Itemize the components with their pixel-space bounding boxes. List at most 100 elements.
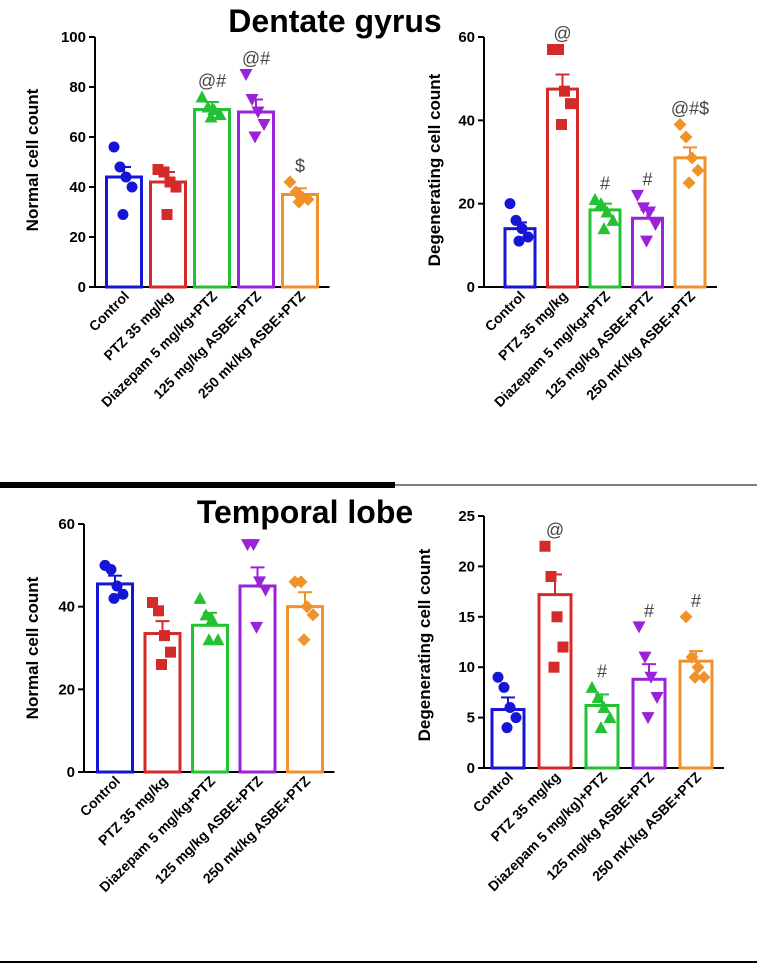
y-axis-label: Degenerating cell count — [425, 73, 444, 266]
data-point-asbe250 — [691, 660, 705, 674]
significance-annotation: $ — [295, 156, 305, 176]
bar-asbe250 — [286, 605, 324, 774]
data-point-asbe125 — [644, 671, 658, 684]
data-point-asbe125 — [248, 131, 262, 144]
y-tick-label: 20 — [58, 681, 75, 698]
data-point-diazepam — [600, 205, 614, 218]
data-point-diazepam — [597, 222, 611, 235]
y-tick-label: 40 — [58, 599, 75, 616]
data-point-asbe125 — [253, 576, 266, 589]
y-tick-label: 80 — [69, 79, 86, 96]
data-point-asbe250 — [306, 608, 320, 622]
significance-annotation: # — [597, 661, 607, 681]
bar-asbe250 — [281, 193, 319, 289]
data-point-ptz — [165, 646, 176, 658]
data-point-ptz — [152, 164, 164, 175]
data-point-control — [513, 235, 525, 247]
data-point-asbe125 — [632, 621, 646, 634]
data-point-asbe250 — [297, 633, 311, 647]
data-point-asbe250 — [691, 163, 705, 177]
y-tick-label: 60 — [458, 29, 475, 46]
y-tick-label: 100 — [61, 29, 86, 46]
data-point-control — [510, 214, 522, 226]
data-point-ptz — [559, 85, 570, 97]
y-axis-label: Normal cell count — [23, 576, 42, 719]
data-point-asbe125 — [649, 219, 662, 231]
data-point-diazepam — [585, 680, 599, 693]
bar-diazepam — [191, 623, 229, 774]
data-point-diazepam — [603, 711, 617, 724]
significance-annotation: @#$ — [671, 99, 709, 119]
significance-annotation: @# — [242, 49, 270, 69]
data-point-asbe125 — [640, 235, 653, 248]
y-tick-label: 60 — [58, 516, 75, 533]
data-point-control — [117, 209, 129, 220]
data-point-ptz — [158, 166, 170, 178]
data-point-diazepam — [204, 110, 218, 123]
y-tick-label: 20 — [458, 558, 475, 575]
significance-annotation: @ — [553, 24, 571, 44]
data-point-ptz — [553, 44, 564, 55]
data-point-ptz — [147, 597, 158, 609]
data-point-control — [126, 181, 138, 193]
bar-diazepam — [584, 704, 620, 770]
data-point-ptz — [565, 98, 576, 110]
data-point-diazepam — [193, 591, 207, 604]
significance-annotation: # — [691, 591, 701, 611]
section-title-temporal-lobe: Temporal lobe — [197, 494, 413, 530]
data-point-control — [504, 198, 516, 210]
data-point-asbe250 — [697, 670, 711, 684]
data-point-asbe125 — [641, 712, 655, 725]
bar-asbe250 — [673, 156, 707, 289]
bar-diazepam — [193, 108, 231, 289]
data-point-asbe250 — [300, 600, 314, 614]
data-point-control — [114, 161, 126, 173]
y-axis-label: Normal cell count — [23, 88, 42, 231]
data-point-control — [501, 722, 513, 734]
y-tick-label: 0 — [67, 764, 75, 781]
data-point-diazepam — [588, 193, 602, 205]
significance-annotation: # — [644, 601, 654, 621]
data-point-diazepam — [597, 701, 611, 714]
data-point-control — [516, 223, 528, 235]
bar-asbe125 — [238, 584, 277, 774]
y-tick-label: 0 — [467, 279, 475, 296]
data-point-ptz — [156, 659, 167, 671]
y-tick-label: 5 — [467, 710, 475, 727]
data-point-diazepam — [213, 108, 227, 120]
x-tick-label: Control — [470, 769, 517, 816]
data-point-asbe250 — [688, 670, 702, 684]
data-point-control — [510, 712, 522, 724]
data-point-asbe125 — [638, 651, 652, 664]
y-axis-label: Degenerating cell count — [415, 548, 434, 741]
data-point-control — [498, 681, 510, 693]
y-tick-label: 0 — [78, 279, 86, 296]
data-point-ptz — [557, 641, 569, 653]
data-point-ptz — [547, 44, 558, 55]
section-divider-thick — [0, 482, 395, 488]
bar-ptz — [149, 180, 187, 289]
data-point-diazepam — [594, 197, 608, 210]
data-point-control — [108, 141, 120, 153]
y-tick-label: 25 — [458, 508, 475, 525]
data-point-ptz — [159, 630, 170, 642]
data-point-ptz — [164, 176, 176, 188]
y-tick-label: 20 — [458, 196, 475, 213]
section-title-dentate-gyrus: Dentate gyrus — [228, 3, 441, 39]
data-point-asbe250 — [685, 151, 699, 165]
data-point-asbe250 — [292, 195, 306, 209]
data-point-ptz — [545, 570, 557, 582]
data-point-diazepam — [202, 633, 216, 646]
data-point-asbe250 — [679, 610, 693, 624]
data-point-diazepam — [195, 90, 209, 103]
data-point-asbe125 — [257, 119, 271, 131]
chart-tl_degenerating: 0 5 10 15 20 25 Degenerating cell count Control… — [415, 508, 724, 894]
data-point-asbe125 — [251, 106, 265, 119]
data-point-asbe250 — [294, 575, 308, 589]
data-point-diazepam — [199, 608, 213, 621]
data-point-asbe125 — [245, 94, 259, 106]
